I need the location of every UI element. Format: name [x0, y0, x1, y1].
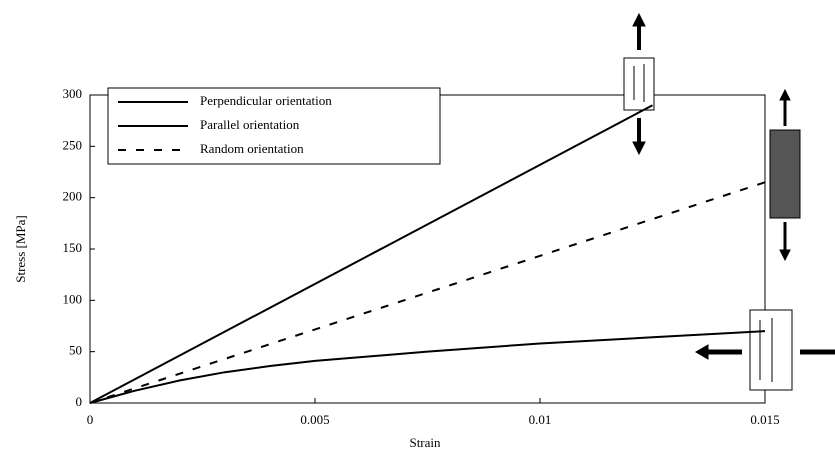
x-axis-label: Strain [409, 435, 441, 450]
parallel-specimen-icon [696, 310, 835, 390]
y-axis-label: Stress [MPa] [13, 215, 28, 283]
x-tick-label: 0.015 [750, 412, 779, 427]
legend-label: Perpendicular orientation [200, 93, 332, 108]
legend-label: Random orientation [200, 141, 304, 156]
legend-label: Parallel orientation [200, 117, 300, 132]
y-tick-label: 250 [63, 137, 83, 152]
series-line [90, 182, 765, 403]
y-tick-label: 150 [63, 240, 83, 255]
y-tick-label: 200 [63, 189, 83, 204]
x-tick-label: 0 [87, 412, 94, 427]
y-tick-label: 100 [63, 291, 83, 306]
page: Strain Stress [MPa] 0 50 100 150 200 250 300 0 0… [0, 0, 835, 453]
x-tick-label: 0.005 [300, 412, 329, 427]
x-tick-label: 0.01 [529, 412, 552, 427]
random-specimen-icon [770, 90, 800, 260]
y-tick-label: 50 [69, 343, 82, 358]
series-line [90, 331, 765, 403]
y-tick-label: 0 [76, 394, 83, 409]
y-tick-label: 300 [63, 86, 83, 101]
perpendicular-specimen-icon [624, 14, 654, 154]
chart: Strain Stress [MPa] 0 50 100 150 200 250 300 0 0… [0, 0, 835, 453]
